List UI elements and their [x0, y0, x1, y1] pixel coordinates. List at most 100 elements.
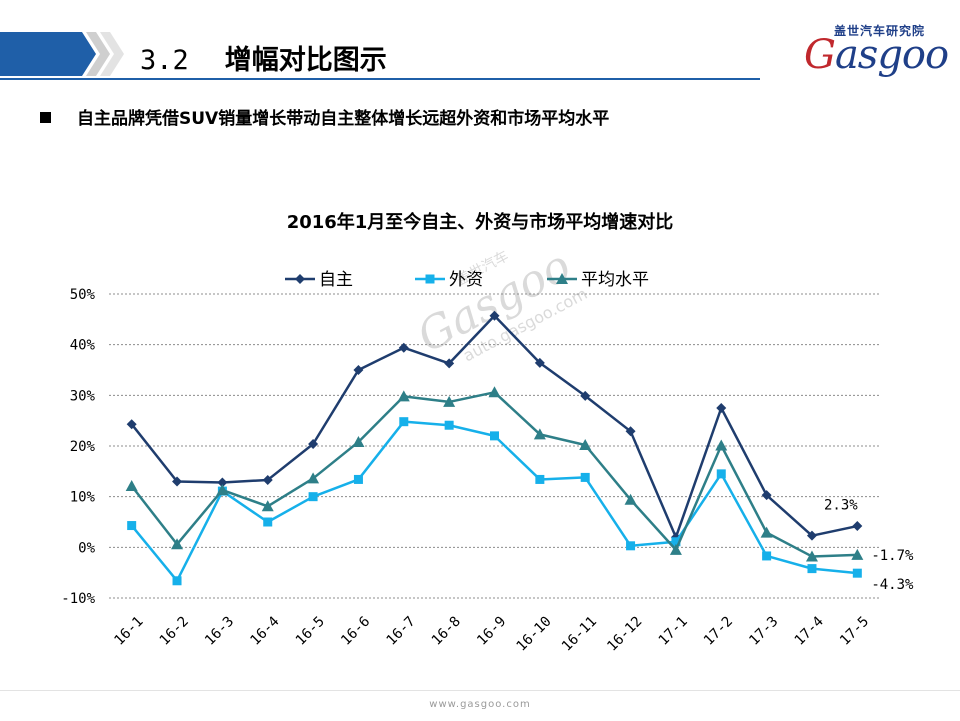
legend-label: 平均水平: [581, 270, 649, 290]
data-point: [535, 474, 545, 484]
data-point: [761, 490, 772, 501]
x-tick-label: 16-11: [559, 614, 600, 655]
data-point: [490, 431, 499, 441]
x-tick-label: 17-2: [701, 614, 736, 649]
x-tick-label: 17-4: [792, 614, 827, 649]
data-point: [444, 420, 454, 430]
legend-item: 自主: [285, 270, 353, 290]
bullet-text: 自主品牌凭借SUV销量增长带动自主整体增长远超外资和市场平均水平: [77, 109, 610, 129]
x-tick-label: 16-6: [338, 614, 373, 649]
data-point: [807, 564, 817, 574]
y-tick-label: -10%: [61, 591, 95, 607]
data-point: [127, 521, 137, 531]
data-point: [489, 310, 500, 321]
x-tick-label: 16-3: [202, 614, 237, 649]
x-tick-label: 16-5: [293, 614, 328, 649]
footer-url: www.gasgoo.com: [429, 699, 531, 710]
data-point: [216, 484, 229, 496]
data-point: [624, 493, 637, 505]
data-point: [762, 551, 772, 561]
data-point: [308, 438, 319, 449]
series-line: [130, 391, 858, 558]
y-tick-label: 50%: [70, 287, 96, 303]
data-point: [852, 568, 862, 578]
data-point: [444, 358, 455, 369]
data-point: [760, 526, 773, 538]
data-point: [716, 403, 727, 413]
data-point: [625, 426, 636, 437]
data-point: [715, 439, 728, 451]
legend-marker: [556, 273, 568, 284]
data-point: [308, 492, 318, 502]
data-point: [669, 543, 682, 555]
data-point: [353, 365, 364, 375]
chart-title: 2016年1月至今自主、外资与市场平均增速对比: [286, 212, 674, 233]
x-tick-label: 16-8: [429, 614, 464, 649]
legend-marker: [425, 274, 435, 284]
line-chart: -10% 0% 10% 20% 30% 40% 50% 16-1 16-2 16-3 16-4 16-…: [61, 270, 914, 655]
legend-marker: [295, 274, 305, 284]
legend-item: 外资: [415, 270, 483, 290]
legend-label: 外资: [449, 270, 483, 290]
data-point: [399, 417, 409, 427]
page-title: 3.2 增幅对比图示: [140, 38, 387, 77]
data-label: -4.3%: [871, 577, 914, 593]
data-point: [125, 480, 138, 492]
data-point: [579, 438, 592, 450]
legend-label: 自主: [319, 270, 353, 290]
data-point: [398, 342, 409, 353]
logo-en-text: Gasgoo: [804, 32, 949, 78]
data-point: [261, 500, 274, 512]
series-1: [126, 310, 863, 543]
x-tick-label: 16-10: [514, 614, 555, 655]
series-3: [125, 386, 864, 562]
x-tick-label: 17-5: [837, 614, 872, 649]
x-tick-label: 16-9: [474, 614, 509, 649]
data-point: [262, 474, 273, 485]
footer: www.gasgoo.com: [0, 690, 960, 721]
data-point: [852, 521, 863, 532]
data-point: [126, 419, 137, 430]
section-title-bar: 3.2 增幅对比图示: [0, 26, 760, 82]
data-point: [307, 472, 320, 484]
logo-en-prefix: G: [804, 32, 836, 78]
data-point: [352, 435, 365, 447]
data-point: [397, 390, 410, 402]
bullet-point: 自主品牌凭借SUV销量增长带动自主整体增长远超外资和市场平均水平: [40, 104, 609, 129]
y-tick-label: 0%: [78, 540, 95, 556]
y-tick-label: 20%: [70, 439, 96, 455]
data-point: [806, 530, 817, 541]
data-point: [533, 428, 546, 440]
data-point: [626, 541, 636, 551]
y-tick-label: 30%: [70, 388, 96, 404]
data-point: [671, 537, 681, 547]
x-tick-label: 16-12: [604, 614, 645, 655]
data-point: [580, 472, 590, 482]
gasgoo-logo: 盖世汽车研究院 Gasgoo: [790, 20, 950, 80]
x-tick-label: 16-7: [383, 614, 418, 649]
logo-en-rest: asgoo: [834, 32, 949, 78]
data-point: [217, 477, 228, 488]
data-point: [805, 550, 818, 562]
data-point: [353, 474, 363, 484]
data-point: [851, 548, 864, 560]
data-point: [171, 538, 184, 550]
data-point: [534, 357, 545, 368]
data-point: [716, 469, 726, 479]
y-tick-label: 40%: [70, 338, 96, 354]
data-point: [172, 476, 183, 487]
bullet-square-icon: [40, 112, 51, 123]
y-tick-label: 10%: [70, 490, 96, 506]
logo-cn-text: 盖世汽车研究院: [834, 24, 926, 38]
x-tick-label: 16-1: [111, 614, 146, 649]
section-title: 增幅对比图示: [224, 45, 387, 76]
data-point: [263, 517, 273, 527]
data-point: [443, 395, 456, 407]
data-label: 2.3%: [824, 498, 858, 514]
section-number: 3.2: [140, 45, 189, 76]
x-tick-label: 16-4: [247, 614, 282, 649]
data-label: -1.7%: [871, 548, 914, 564]
data-point: [488, 386, 501, 398]
x-tick-label: 16-2: [157, 614, 192, 649]
x-tick-label: 17-1: [656, 614, 691, 649]
